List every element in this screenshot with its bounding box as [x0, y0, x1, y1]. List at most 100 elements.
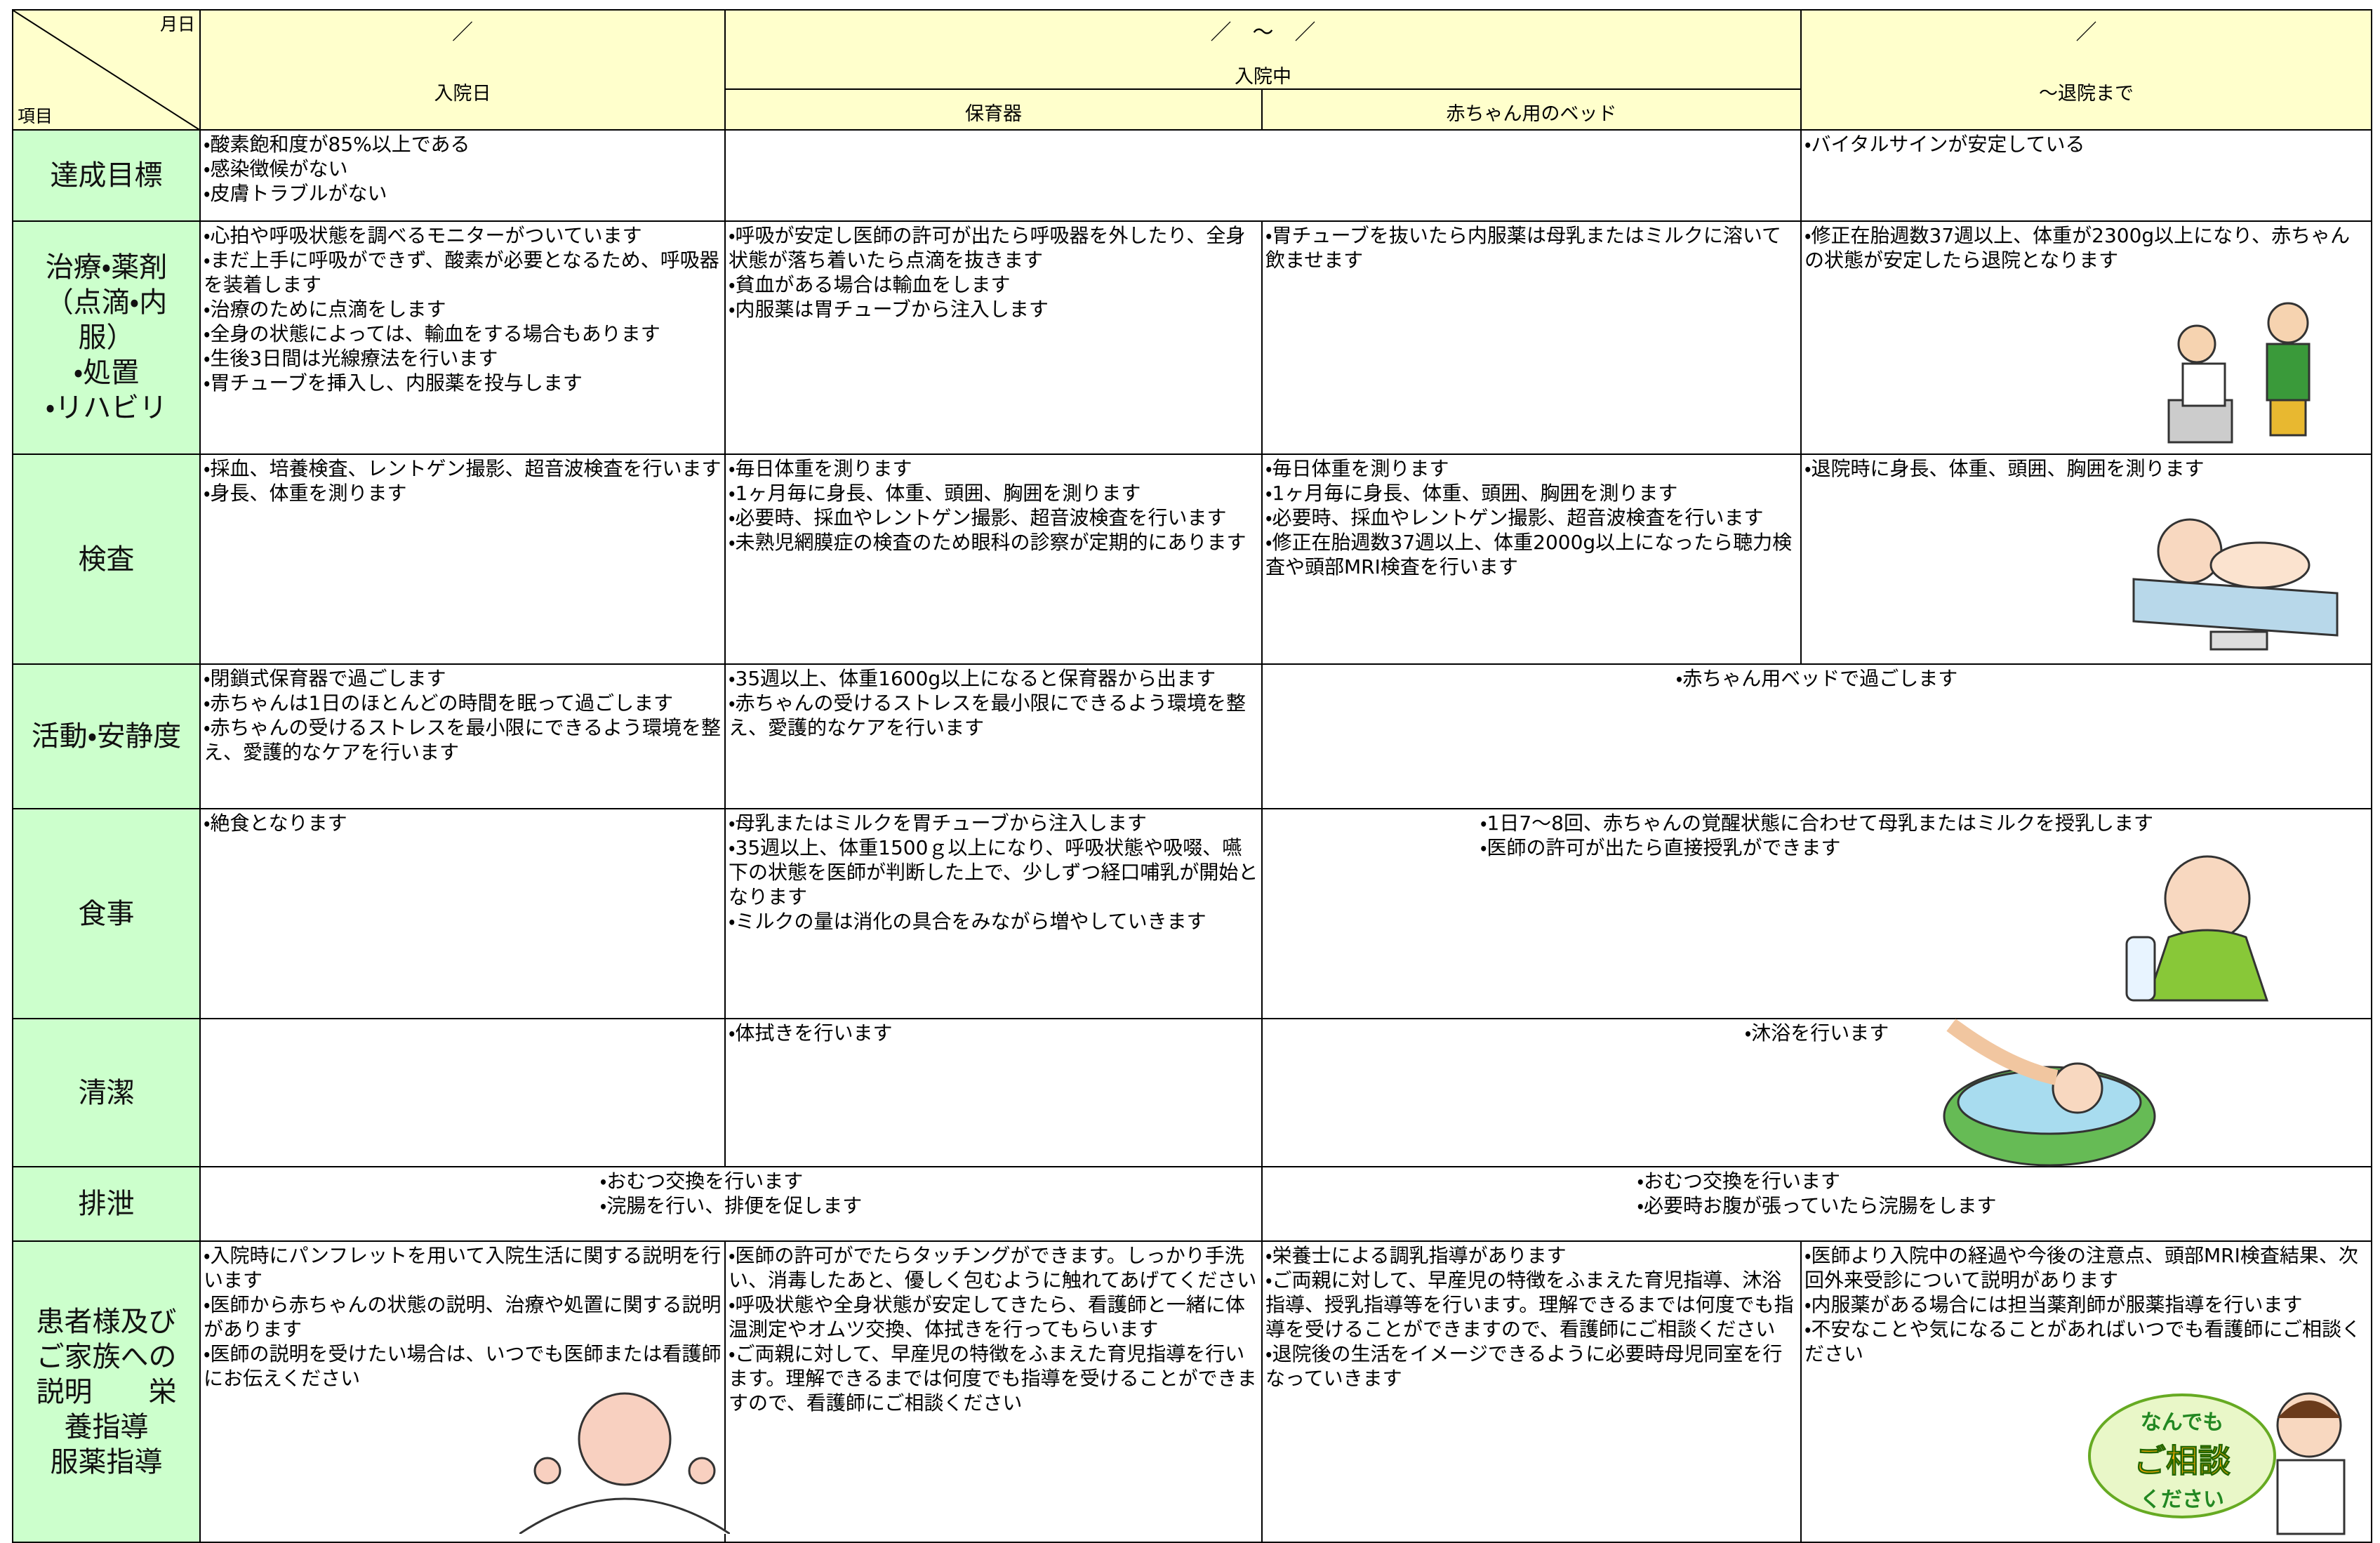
- cell-content: ・毎日体重を測ります ・1ヶ月毎に身長、体重、頭囲、胸囲を測ります ・必要時、採血や…: [729, 456, 1258, 555]
- cell-content: ・母乳またはミルクを胃チューブから注入します ・35週以上、体重1500ｇ以上にな…: [729, 811, 1258, 934]
- cell-text: ・閉鎖式保育器で過ごします: [204, 667, 446, 690]
- badge-text: ご相談: [2134, 1442, 2231, 1481]
- doctor-illustration: [2167, 302, 2311, 444]
- cell-text: ・35週以上、体重1600g以上になると保育器から出ます: [729, 667, 1216, 690]
- header-cell: ／ ～退院まで: [1800, 9, 2372, 131]
- cell-content: ・沐浴を行います: [1745, 1021, 1889, 1045]
- cell-content: ・医師の許可がでたらタッチングができます。しっかり手洗い、消毒したあと、優しく包…: [729, 1243, 1258, 1415]
- table-cell: ・閉鎖式保育器で過ごします ・赤ちゃんは1日のほとんどの時間を眠って過ごします ・赤…: [199, 663, 726, 809]
- cell-content: ・入院時にパンフレットを用いて入院生活に関する説明を行います ・医師から赤ちゃんの…: [204, 1243, 722, 1391]
- table-cell: [724, 129, 1802, 222]
- table-cell: ・35週以上、体重1600g以上になると保育器から出ます ・赤ちゃんの受けるストレ…: [724, 663, 1263, 809]
- header-label: 保育器: [965, 103, 1022, 125]
- cell-text: ・赤ちゃんは1日のほとんどの時間を眠って過ごします: [204, 691, 674, 715]
- cell-text: ・不安なことや気になることがあればいつでも看護師にご相談ください: [1804, 1318, 2361, 1365]
- corner-top: 月日: [159, 14, 195, 34]
- cell-text: ・貧血がある場合は輸血をします: [729, 273, 1011, 296]
- table-cell: ・おむつ交換を行います ・浣腸を行い、排便を促します: [199, 1166, 1263, 1242]
- cell-text: ・まだ上手に呼吸ができず、酸素が必要となるため、呼吸器を装着します: [204, 249, 719, 296]
- bath-illustration: [1943, 1019, 2156, 1167]
- cell-text: ・医師の許可がでたらタッチングができます。しっかり手洗い、消毒したあと、優しく包…: [729, 1244, 1257, 1292]
- cell-content: ・1日7～8回、赤ちゃんの覚醒状態に合わせて母乳またはミルクを授乳します ・医師の…: [1480, 811, 2153, 860]
- cell-text: ・呼吸が安定し医師の許可が出たら呼吸器を外したり、全身状態が落ち着いたら点滴を抜…: [729, 224, 1246, 272]
- table-cell: ・毎日体重を測ります ・1ヶ月毎に身長、体重、頭囲、胸囲を測ります ・必要時、採血や…: [1261, 453, 1802, 665]
- table-cell: ・心拍や呼吸状態を調べるモニターがついています ・まだ上手に呼吸ができず、酸素が必…: [199, 220, 726, 455]
- cell-text: ・赤ちゃん用ベッドで過ごします: [1675, 667, 1958, 690]
- cell-content: ・呼吸が安定し医師の許可が出たら呼吸器を外したり、全身状態が落ち着いたら点滴を抜…: [729, 223, 1258, 322]
- cell-text: ・胃チューブを抜いたら内服薬は母乳またはミルクに溶いて飲ませます: [1265, 224, 1782, 272]
- cell-content: ・赤ちゃん用ベッドで過ごします: [1676, 666, 1958, 691]
- badge-text: ください: [2140, 1488, 2224, 1512]
- corner-bottom: 項目: [18, 106, 53, 126]
- table-cell: ・毎日体重を測ります ・1ヶ月毎に身長、体重、頭囲、胸囲を測ります ・必要時、採血や…: [724, 453, 1263, 665]
- cell-text: ・胃チューブを挿入し、内服薬を投与します: [204, 371, 583, 395]
- cell-text: ・沐浴を行います: [1744, 1021, 1889, 1045]
- header-cell: 保育器: [724, 88, 1263, 131]
- cell-content: ・毎日体重を測ります ・1ヶ月毎に身長、体重、頭囲、胸囲を測ります ・必要時、採血や…: [1265, 456, 1797, 579]
- cell-text: ・生後3日間は光線療法を行います: [204, 347, 498, 370]
- table-cell: ・医師の許可がでたらタッチングができます。しっかり手洗い、消毒したあと、優しく包…: [724, 1240, 1263, 1543]
- cell-text: ・治療のために点滴をします: [204, 298, 446, 321]
- row-label: 患者様及び ご家族への 説明 栄 養指導 服薬指導: [12, 1240, 201, 1543]
- corner-cell: 月日項目: [12, 9, 201, 131]
- table-cell: ・医師より入院中の経過や今後の注意点、頭部MRI検査結果、次回外来受診について説…: [1800, 1240, 2372, 1543]
- cell-content: ・退院時に身長、体重、頭囲、胸囲を測ります: [1804, 456, 2368, 481]
- cell-text: ・全身の状態によっては、輸血をする場合もあります: [204, 322, 660, 345]
- table-cell: ・おむつ交換を行います ・必要時お腹が張っていたら浣腸をします: [1261, 1166, 2372, 1242]
- nurse-illustration: [2276, 1392, 2346, 1535]
- cell-content: ・医師より入院中の経過や今後の注意点、頭部MRI検査結果、次回外来受診について説…: [1804, 1243, 2368, 1366]
- table-cell: ・母乳またはミルクを胃チューブから注入します ・35週以上、体重1500ｇ以上にな…: [724, 808, 1263, 1019]
- cell-text: ・絶食となります: [204, 812, 347, 835]
- diagonal: [13, 11, 199, 129]
- row-label: 検査: [12, 453, 201, 665]
- cell-content: ・心拍や呼吸状態を調べるモニターがついています ・まだ上手に呼吸ができず、酸素が必…: [204, 223, 722, 395]
- cell-text: ・ご両親に対して、早産児の特徴をふまえた育児指導を行います。理解できるまでは何度…: [729, 1342, 1257, 1415]
- table-cell: ・赤ちゃん用ベッドで過ごします: [1261, 663, 2372, 809]
- sleeping-baby-illustration: [519, 1392, 730, 1534]
- table-cell: [199, 1018, 726, 1167]
- cell-content: ・酸素飽和度が85%以上である ・感染徴候がない ・皮膚トラブルがない: [204, 132, 722, 206]
- row-label: 排泄: [12, 1166, 201, 1242]
- cell-content: ・修正在胎週数37週以上、体重が2300g以上になり、赤ちゃんの状態が安定したら…: [1804, 223, 2368, 272]
- header-cell: ／ ～ ／ 入院中: [724, 9, 1802, 90]
- cell-text: ・心拍や呼吸状態を調べるモニターがついています: [204, 224, 642, 247]
- cell-text: ・退院時に身長、体重、頭囲、胸囲を測ります: [1804, 457, 2205, 480]
- table-cell: ・酸素飽和度が85%以上である ・感染徴候がない ・皮膚トラブルがない: [199, 129, 726, 222]
- cell-text: ・感染徴候がない: [204, 157, 348, 180]
- cell-text: ・身長、体重を測ります: [204, 482, 407, 505]
- cell-text: ・おむつ交換を行います: [599, 1170, 804, 1193]
- cell-text: ・毎日体重を測ります: [729, 457, 912, 480]
- date-slash: ／: [452, 20, 473, 45]
- cell-text: ・バイタルサインが安定している: [1804, 133, 2085, 156]
- cell-text: ・1ヶ月毎に身長、体重、頭囲、胸囲を測ります: [1265, 482, 1678, 505]
- cell-text: ・皮膚トラブルがない: [204, 182, 387, 205]
- cell-text: ・必要時、採血やレントゲン撮影、超音波検査を行います: [1265, 506, 1764, 529]
- badge-text: なんでも: [2140, 1410, 2224, 1435]
- cell-content: ・胃チューブを抜いたら内服薬は母乳またはミルクに溶いて飲ませます: [1265, 223, 1797, 272]
- cell-text: ・必要時お腹が張っていたら浣腸をします: [1637, 1194, 1997, 1217]
- header-label: 赤ちゃん用のベッド: [1446, 103, 1617, 125]
- date-slash: ／ ～ ／: [1210, 20, 1316, 45]
- cell-text: ・体拭きを行います: [729, 1021, 893, 1045]
- date-slash: ／: [2075, 20, 2097, 45]
- cell-text: ・1日7～8回、赤ちゃんの覚醒状態に合わせて母乳またはミルクを授乳します: [1480, 812, 2153, 835]
- cell-content: ・おむつ交換を行います ・必要時お腹が張っていたら浣腸をします: [1637, 1169, 1996, 1218]
- header-cell: ／ 入院日: [199, 9, 726, 131]
- cell-text: ・修正在胎週数37週以上、体重が2300g以上になり、赤ちゃんの状態が安定したら…: [1804, 224, 2351, 272]
- cell-text: ・医師の説明を受けたい場合は、いつでも医師または看護師にお伝えください: [204, 1342, 722, 1390]
- cell-text: ・入院時にパンフレットを用いて入院生活に関する説明を行います: [204, 1244, 722, 1292]
- cell-text: ・酸素飽和度が85%以上である: [204, 133, 470, 156]
- cell-text: ・呼吸状態や全身状態が安定してきたら、看護師と一緒に体温測定やオムツ交換、体拭き…: [729, 1293, 1245, 1341]
- row-label: 達成目標: [12, 129, 201, 222]
- table-cell: ・体拭きを行います: [724, 1018, 1263, 1167]
- cell-content: ・栄養士による調乳指導があります ・ご両親に対して、早産児の特徴をふまえた育児指導…: [1265, 1243, 1797, 1391]
- cell-text: ・医師から赤ちゃんの状態の説明、治療や処置に関する説明があります: [204, 1293, 722, 1341]
- cell-text: ・ご両親に対して、早産児の特徴をふまえた育児指導、沐浴指導、授乳指導等を行います…: [1265, 1269, 1794, 1341]
- row-label: 治療・薬剤 （点滴・内 服） ・処置 ・リハビリ: [12, 220, 201, 455]
- table-cell: ・胃チューブを抜いたら内服薬は母乳またはミルクに溶いて飲ませます: [1261, 220, 1802, 455]
- cell-text: ・赤ちゃんの受けるストレスを最小限にできるよう環境を整え、愛護的なケアを行います: [729, 691, 1246, 739]
- cell-text: ・医師の許可が出たら直接授乳ができます: [1480, 836, 1841, 859]
- scale-illustration: [2132, 518, 2339, 651]
- header-cell: 赤ちゃん用のベッド: [1261, 88, 1802, 131]
- cell-content: ・絶食となります: [204, 811, 722, 835]
